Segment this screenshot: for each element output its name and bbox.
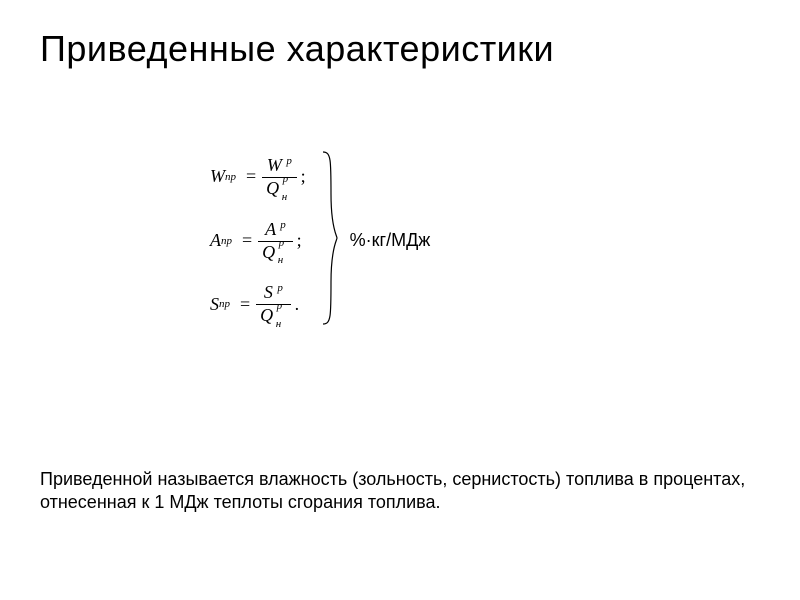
s-den-var: Q [260,305,273,325]
unit-label: %·кг/МДж [350,230,431,251]
a-lhs-var: A [210,230,221,251]
w-lhs-var: W [210,166,225,187]
slide: Приведенные характеристики W пр = W р [0,0,800,600]
w-den-sup: р [283,173,289,185]
s-lhs-sup: пр [219,298,230,310]
w-punct: ; [301,166,306,187]
slide-title: Приведенные характеристики [40,28,554,70]
a-fraction: A р Q р н [258,219,293,263]
w-num-sup: р [286,155,292,167]
formulas-stack: W пр = W р Q р н [210,155,306,326]
curly-brace-icon [320,150,338,331]
s-punct: . [295,294,300,315]
equals-icon: = [246,166,256,187]
a-den-sub: н [278,254,283,266]
equals-icon: = [242,230,252,251]
formula-s: S пр = S р Q р н [210,282,306,326]
s-num-var: S [264,282,273,302]
s-fraction: S р Q р н [256,282,291,326]
s-den-sub: н [276,318,281,330]
s-den-sup: р [277,300,283,312]
w-fraction: W р Q р н [262,155,297,199]
formula-w: W пр = W р Q р н [210,155,306,199]
a-lhs-sup: пр [221,235,232,247]
w-lhs-sup: пр [225,171,236,183]
formula-a: A пр = A р Q р н [210,219,306,263]
a-punct: ; [297,230,302,251]
w-den-sub: н [282,191,287,203]
equals-icon: = [240,294,250,315]
a-num-var: A [265,219,276,239]
a-den-var: Q [262,242,275,262]
definition-text: Приведенной называется влажность (зольно… [40,468,760,515]
s-lhs-var: S [210,294,219,315]
a-num-sup: р [280,219,286,231]
formulas-area: W пр = W р Q р н [210,150,430,331]
a-den-sup: р [279,237,285,249]
w-den-var: Q [266,178,279,198]
w-num-var: W [267,155,282,175]
s-num-sup: р [277,282,283,294]
